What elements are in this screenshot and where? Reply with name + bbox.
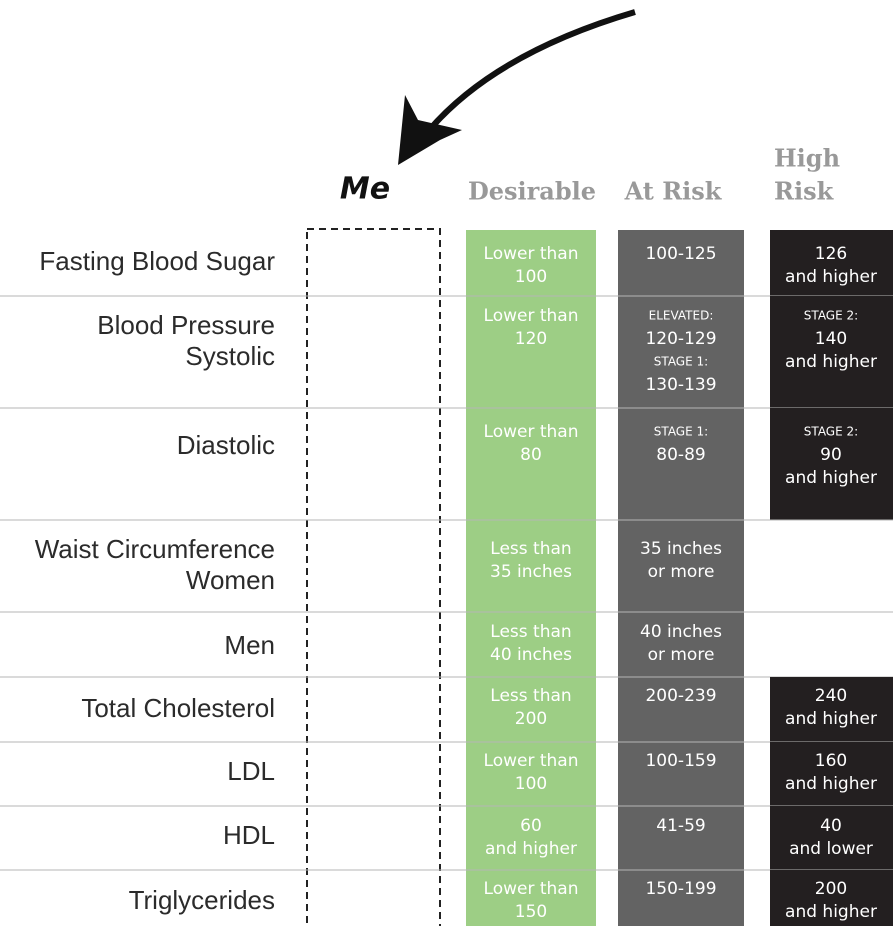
cell-text: 80 [520,445,542,465]
row-label: Systolic [185,341,275,371]
cell-text: and higher [785,902,877,922]
cell-text: 100-159 [645,751,716,771]
cell-text: 160 [815,751,847,771]
cell-text: Lower than [484,244,579,264]
row-label: Blood Pressure [97,310,275,340]
cell-text: and higher [785,468,877,488]
header-high-risk: High [774,144,840,173]
cell-text: 35 inches [640,539,722,559]
cell-text: 100 [515,267,547,287]
cell-text: 100 [515,774,547,794]
header-at-risk: At Risk [624,177,723,206]
cell-text: and higher [785,709,877,729]
header-desirable: Desirable [468,177,596,206]
me-box [306,228,441,926]
high-risk-block [770,408,893,520]
cell-text: 200 [515,709,547,729]
cell-text: and higher [785,267,877,287]
cell-text: 150-199 [645,879,716,899]
cell-text: Less than [490,622,571,642]
cell-text: STAGE 1: [654,355,708,369]
cell-text: 40 inches [490,645,572,665]
cell-text: 200 [815,879,847,899]
at-risk-column [618,230,744,926]
cell-text: STAGE 2: [804,425,858,439]
arrow [422,9,636,137]
row-label: Total Cholesterol [81,693,275,723]
cell-text: STAGE 1: [654,425,708,439]
cell-text: 130-139 [645,375,716,395]
cell-text: Less than [490,686,571,706]
cell-text: 240 [815,686,847,706]
cell-text: 126 [815,244,847,264]
row-label: Women [186,565,275,595]
cell-text: 41-59 [656,816,705,836]
cell-text: 90 [820,445,842,465]
cell-text: Lower than [484,306,579,326]
row-label: LDL [227,756,275,786]
row-label: Men [224,630,275,660]
cell-text: 120 [515,329,547,349]
cell-text: 40 [820,816,842,836]
cell-text: 140 [815,329,847,349]
cell-text: Lower than [484,751,579,771]
cell-text: and higher [485,839,577,859]
row-label: Fasting Blood Sugar [39,246,275,276]
header-me: Me [340,172,390,207]
cell-text: STAGE 2: [804,309,858,323]
cell-text: or more [648,562,715,582]
row-label: HDL [223,820,275,850]
header-high-risk: Risk [774,177,835,206]
cell-text: 60 [520,816,542,836]
high-risk-block [770,742,893,806]
cell-text: 120-129 [645,329,716,349]
row-label: Diastolic [177,430,275,460]
cell-text: 35 inches [490,562,572,582]
high-risk-block [770,806,893,870]
cell-text: ELEVATED: [649,309,714,323]
desirable-column [466,230,596,926]
cell-text: 40 inches [640,622,722,642]
cell-text: 150 [515,902,547,922]
row-label: Waist Circumference [35,534,275,564]
arrow-head [398,95,462,165]
cell-text: and higher [785,352,877,372]
high-risk-block [770,230,893,296]
cell-text: or more [648,645,715,665]
high-risk-block [770,677,893,742]
cell-text: Less than [490,539,571,559]
cell-text: Lower than [484,422,579,442]
cell-text: and higher [785,774,877,794]
cell-text: 200-239 [645,686,716,706]
high-risk-block [770,870,893,926]
cell-text: and lower [789,839,873,859]
row-label: Triglycerides [129,885,275,915]
cell-text: Lower than [484,879,579,899]
cell-text: 100-125 [645,244,716,264]
high-risk-block [770,296,893,408]
cell-text: 80-89 [656,445,705,465]
